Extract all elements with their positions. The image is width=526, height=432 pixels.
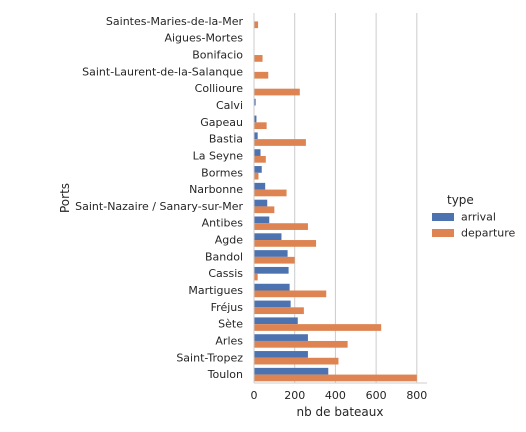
- bar-arrival: [254, 216, 270, 224]
- bar-departure: [254, 122, 267, 130]
- bar-arrival: [254, 182, 266, 190]
- bar-departure: [254, 290, 327, 298]
- x-tick-label: 600: [366, 389, 387, 402]
- bar-departure: [254, 155, 266, 163]
- bar-arrival: [254, 300, 291, 308]
- legend: type arrival departure: [432, 193, 516, 240]
- y-tick-label: Aigues-Mortes: [164, 32, 243, 45]
- y-tick-label: Saint-Laurent-de-la-Salanque: [82, 65, 243, 78]
- x-tick-label: 200: [284, 389, 305, 402]
- bar-arrival: [254, 250, 288, 257]
- bar-arrival: [254, 266, 289, 274]
- y-tick-label: Martigues: [188, 284, 243, 297]
- x-tick-labels: 0 200 400 600 800: [251, 389, 428, 402]
- bar-departure: [254, 273, 258, 281]
- legend-swatch-arrival: [432, 213, 454, 221]
- y-tick-label: Collioure: [195, 82, 244, 95]
- bar-departure: [254, 139, 306, 146]
- y-tick-label: Cassis: [208, 267, 243, 280]
- bar-departure: [254, 172, 259, 180]
- y-tick-label: Saint-Tropez: [176, 351, 243, 364]
- bar-departure: [254, 256, 295, 264]
- x-axis-label: nb de bateaux: [297, 405, 384, 419]
- bar-arrival: [254, 367, 329, 375]
- bar-departure: [254, 374, 417, 382]
- bar-arrival: [254, 283, 290, 291]
- bar-arrival: [254, 166, 262, 173]
- y-tick-label: Narbonne: [189, 183, 243, 196]
- bar-departure: [254, 21, 259, 29]
- bar-departure: [254, 206, 275, 214]
- bar-departure: [254, 88, 300, 96]
- bars-group: [254, 21, 417, 382]
- bar-departure: [254, 307, 304, 315]
- y-tick-label: La Seyne: [193, 149, 244, 162]
- bar-arrival: [254, 149, 261, 156]
- y-tick-label: Bandol: [205, 250, 243, 263]
- y-tick-label: Bonifacio: [192, 49, 243, 62]
- y-tick-label: Saint-Nazaire / Sanary-sur-Mer: [75, 200, 243, 213]
- legend-label-arrival: arrival: [461, 211, 496, 224]
- bar-departure: [254, 357, 339, 365]
- y-tick-label: Gapeau: [200, 116, 243, 129]
- y-tick-label: Fréjus: [211, 301, 244, 314]
- x-tick-label: 0: [251, 389, 258, 402]
- bar-arrival: [254, 233, 282, 241]
- bar-departure: [254, 324, 382, 331]
- y-tick-label: Agde: [215, 234, 243, 247]
- bar-departure: [254, 189, 287, 197]
- bar-departure: [254, 55, 263, 62]
- bar-arrival: [254, 334, 308, 341]
- bar-departure: [254, 340, 348, 348]
- legend-swatch-departure: [432, 229, 454, 237]
- y-tick-label: Bastia: [209, 133, 243, 146]
- bar-departure: [254, 71, 269, 79]
- y-tick-label: Antibes: [202, 217, 244, 230]
- bar-arrival: [254, 132, 258, 140]
- bar-arrival: [254, 317, 298, 325]
- bar-arrival: [254, 98, 256, 106]
- bar-arrival: [254, 115, 257, 123]
- legend-label-departure: departure: [461, 227, 516, 240]
- y-tick-label: Saintes-Maries-de-la-Mer: [106, 15, 244, 28]
- y-tick-label: Bormes: [201, 166, 243, 179]
- y-tick-label: Toulon: [207, 368, 243, 381]
- y-axis-label: Ports: [58, 183, 72, 213]
- x-tick-label: 800: [406, 389, 427, 402]
- y-tick-label: Sète: [218, 318, 243, 331]
- legend-title: type: [447, 193, 474, 207]
- bar-departure: [254, 223, 308, 230]
- y-tick-label: Arles: [215, 334, 243, 347]
- bar-arrival: [254, 351, 308, 358]
- x-tick-label: 400: [325, 389, 346, 402]
- y-tick-labels: Saintes-Maries-de-la-Mer Aigues-Mortes Bon…: [75, 15, 243, 381]
- y-tick-label: Calvi: [216, 99, 243, 112]
- bar-departure: [254, 240, 317, 247]
- bar-arrival: [254, 199, 268, 207]
